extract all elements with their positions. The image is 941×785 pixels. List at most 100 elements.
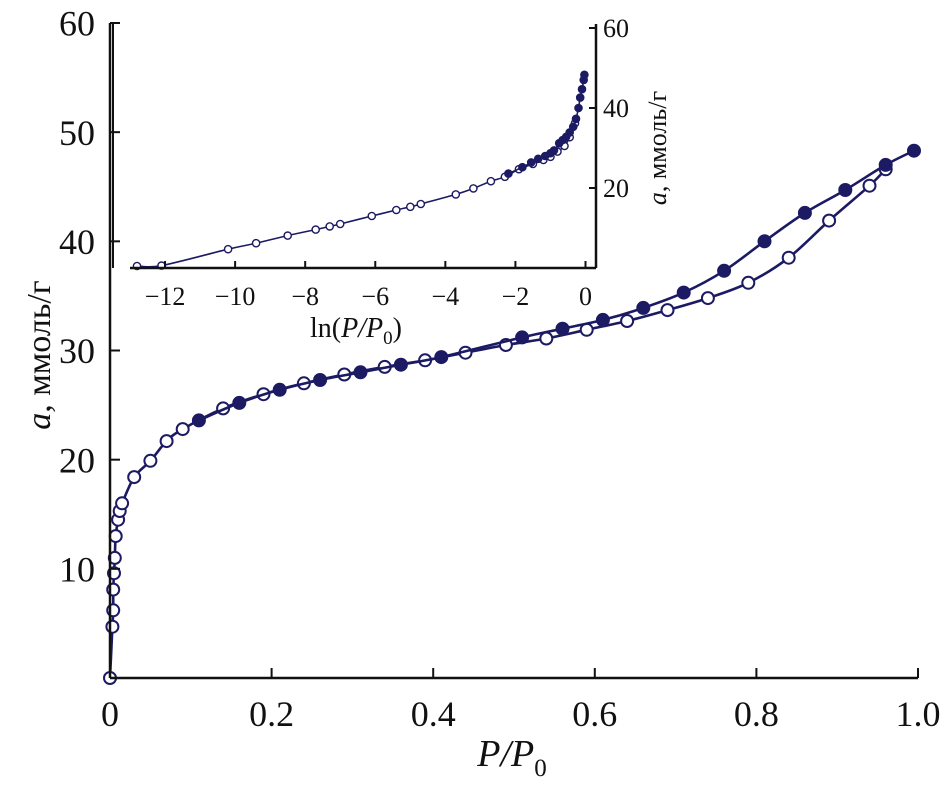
inset-desorption-point [526,158,536,167]
main-desorption-point [353,365,368,380]
inset-x-tick-label: −10 [215,282,256,311]
inset-adsorption-point [451,190,461,199]
main-x-axis-label-sub: 0 [534,755,547,782]
inset-adsorption-point [405,202,415,212]
inset-x-tick-label: −8 [291,282,319,311]
main-adsorption-point [175,422,190,437]
main-x-tick-label: 0.8 [734,694,779,734]
main-y-axis-label: a, ммоль/г [21,280,58,430]
inset-desorption-point [571,114,581,124]
main-desorption-point [676,285,691,300]
main-series-layer [103,143,921,685]
main-y-axis-label-rest: , ммоль/г [21,280,58,413]
inset-y-tick-label: 20 [603,174,629,203]
inset-background [120,20,596,272]
main-x-tick-label: 0.4 [411,694,456,734]
inset-desorption-point [577,84,587,94]
main-adsorption-point [159,434,174,449]
inset-desorption-point [574,103,583,113]
inset-desorption-point [504,169,513,178]
inset-adsorption-point [367,211,377,221]
inset-adsorption-point [486,176,496,186]
main-adsorption-point [620,314,635,328]
main-desorption-point [434,350,449,365]
main-desorption-point [717,263,732,278]
main-desorption-point [757,234,772,249]
main-y-tick-label: 60 [59,4,95,44]
main-desorption-point [636,300,651,315]
main-desorption-point [907,143,921,158]
main-desorption-point [393,357,408,372]
inset-y-axis-label: a, ммоль/г [643,91,672,205]
main-desorption-point [595,312,610,327]
inset-desorption-point [580,70,589,80]
inset-y-axis-label-var: a [643,192,672,205]
main-adsorption-point [539,331,554,346]
inset-x-tick-label: 0 [579,282,592,311]
main-x-axis-label-var: P/P [476,733,534,775]
main-desorption-point [797,205,812,220]
main-adsorption-point [115,496,130,511]
main-x-tick-label: 1.0 [896,694,941,734]
inset-x-tick-label: −6 [361,282,389,311]
inset-x-tick-label: −12 [145,282,186,311]
main-desorption-point [232,395,247,410]
main-desorption-point [272,382,287,397]
main-desorption-point [191,413,206,428]
inset-y-axis-label-rest: , ммоль/г [643,91,672,192]
inset-desorption-point [575,93,585,102]
main-x-axis-label: P/P0 [476,733,546,782]
inset-y-tick-label: 40 [603,94,629,123]
inset-x-axis-label-sub: 0 [383,328,393,349]
main-x-tick-label: 0.6 [572,694,617,734]
inset-x-axis-label-pre: ln( [310,313,341,344]
main-adsorption-point [822,213,837,228]
main-desorption-point [313,373,328,387]
inset-desorption-point [549,146,559,155]
main-x-tick-label: 0 [101,694,119,734]
inset-adsorption-point [416,199,426,209]
inset-x-tick-label: −4 [432,282,460,311]
main-adsorption-point [741,275,756,290]
main-adsorption-point [700,291,715,306]
main-adsorption-point [143,453,158,468]
main-desorption-point [555,321,570,336]
main-adsorption-point [781,250,796,265]
main-adsorption-point [127,470,142,485]
main-desorption-point [515,330,530,345]
main-adsorption-point [862,178,877,193]
inset-adsorption-point [311,225,321,234]
main-adsorption-point [105,619,120,634]
main-y-axis-label-var: a [21,413,58,430]
main-y-tick-label: 20 [59,440,95,480]
inset-y-tick-label: 60 [603,14,629,43]
inset-desorption-point [518,162,527,172]
inset-desorption-point [533,154,543,164]
main-ticks: 0 0.2 0.4 0.6 0.8 1.0 10 20 30 40 50 60 [59,4,941,734]
inset-adsorption-point [469,184,478,193]
main-desorption-point [838,183,853,197]
inset-adsorption-point [391,205,401,215]
main-adsorption-point [660,303,675,318]
main-y-tick-label: 40 [59,222,95,262]
main-x-tick-label: 0.2 [249,694,294,734]
inset-x-axis-label-var: P/P [340,313,383,344]
main-y-tick-label: 30 [59,331,95,371]
inset-series-layer [132,70,589,271]
inset-x-axis-label: ln(P/P0) [310,313,402,349]
inset-adsorption-point [335,219,345,229]
inset-adsorption-point [223,244,233,254]
inset-ticks: −12 −10 −8 −6 −4 −2 0 20 40 60 [145,14,629,311]
inset-x-axis-label-post: ) [393,313,402,344]
inset-adsorption-point [251,238,261,248]
inset-desorption-point [568,122,578,132]
main-y-tick-label: 50 [59,113,95,153]
inset-adsorption-point [325,222,335,231]
main-y-tick-label: 10 [59,549,95,589]
inset-x-tick-label: −2 [502,282,530,311]
main-desorption-point [878,157,893,172]
main-adsorption-point [108,529,123,544]
inset-adsorption-point [283,231,293,240]
